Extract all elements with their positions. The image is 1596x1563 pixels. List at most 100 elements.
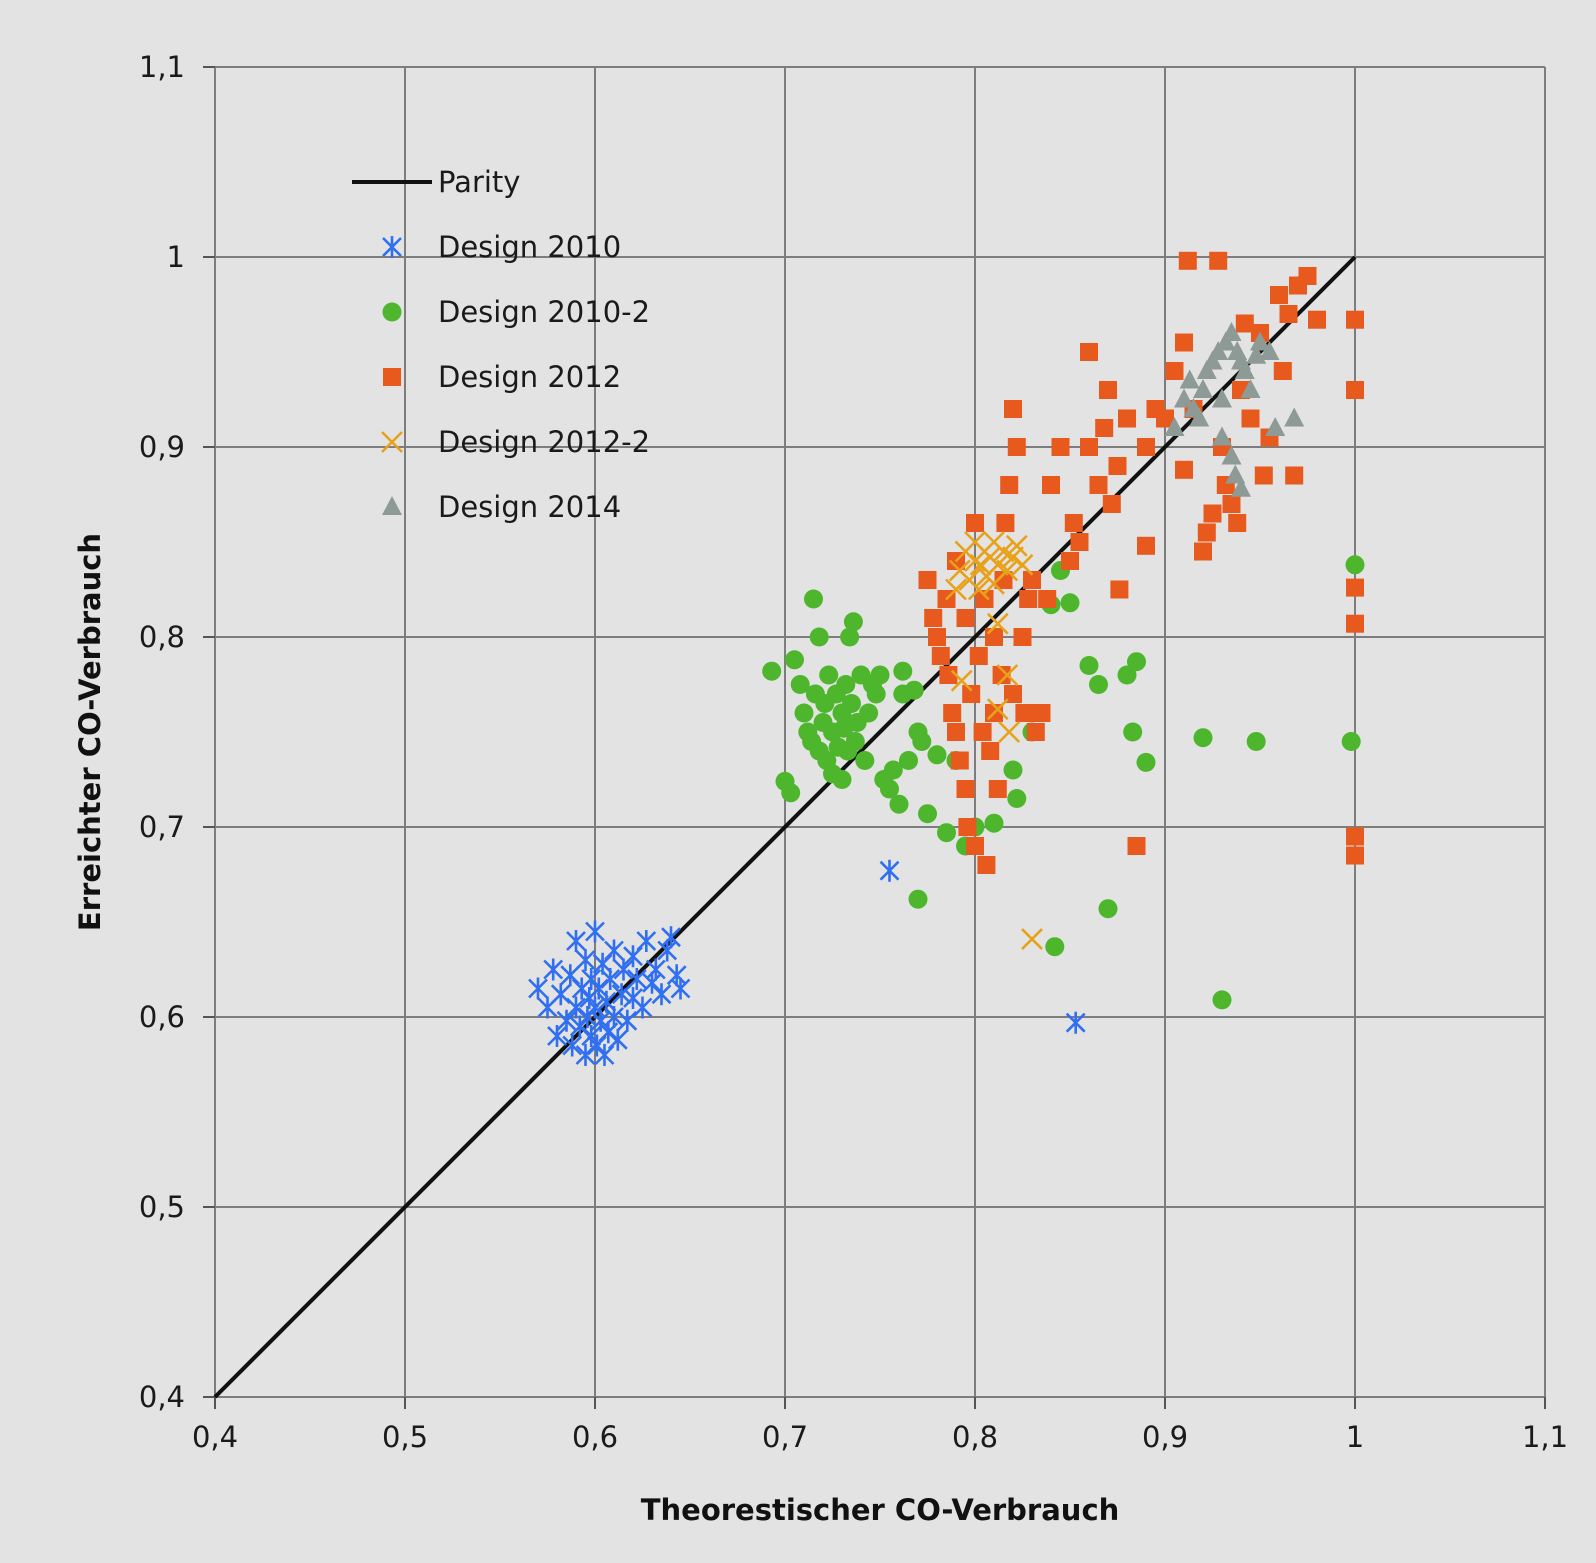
data-point [879,859,900,882]
data-point [966,837,984,855]
data-point [1045,937,1065,957]
data-point [645,958,666,981]
x-axis-title: Theorestischer CO-Verbrauch [641,1493,1120,1527]
data-point [632,996,653,1019]
data-point [1000,476,1019,494]
legend-label: Design 2010-2 [438,295,650,329]
data-point [1137,536,1155,555]
data-point [1285,466,1304,485]
data-point [1259,341,1280,360]
data-point [866,684,886,704]
data-point [1005,534,1028,557]
data-point [1265,417,1286,436]
data-point [855,751,875,770]
legend: Parity Design 2010 Design 2010-2 Design 201… [352,165,650,524]
data-point [988,780,1007,798]
data-point [1212,990,1232,1010]
data-point [1346,827,1364,846]
data-point [1209,251,1228,270]
data-point [832,770,852,789]
data-point [1061,552,1079,570]
data-point [992,540,1015,563]
data-point [604,939,624,962]
data-point [1250,331,1270,351]
data-point [986,553,1009,576]
data-point [1346,578,1364,597]
data-point [1098,899,1118,919]
x-tick-label: 1,1 [1522,1420,1568,1454]
data-point [1007,789,1027,808]
data-point [904,680,924,700]
data-point [843,612,863,632]
data-point [984,813,1004,833]
data-point [1026,723,1045,741]
data-point [966,514,984,532]
data-point [790,675,810,694]
data-point [1013,628,1032,646]
data-point [1127,652,1146,672]
data-point [804,589,823,609]
data-point [977,856,996,874]
legend-swatch [383,368,401,386]
data-point [956,609,975,627]
series-design-2010 [528,859,1086,1066]
data-point [950,669,973,692]
data-point [918,571,937,589]
y-tick-label: 0,7 [139,810,185,844]
data-point [1102,495,1121,513]
data-point [1221,445,1242,465]
data-point [1246,732,1266,751]
data-point [661,926,681,949]
data-point [1222,495,1241,513]
data-point [1178,251,1197,270]
data-point [1193,379,1213,398]
data-point [1193,728,1213,748]
data-point [577,1006,598,1028]
data-point [996,559,1019,582]
data-point [762,661,782,681]
x-tick-label: 0,9 [1142,1420,1188,1454]
data-point [985,628,1003,646]
data-point [1015,704,1034,722]
data-point [908,889,928,909]
data-point [918,804,937,824]
data-point [562,1034,583,1057]
data-point [781,783,801,803]
data-point [1346,381,1364,399]
data-point [1270,286,1288,304]
data-point [1346,614,1364,633]
gridlines [203,66,1546,1409]
data-point [927,745,947,765]
data-point [943,704,962,722]
data-point [1346,846,1364,865]
x-tick-label: 0,8 [952,1420,998,1454]
y-axis-title: Erreichter CO-Verbrauch [73,533,107,931]
data-point [945,578,967,601]
data-point [1165,362,1184,380]
data-point [1019,590,1038,608]
data-point [1080,438,1098,456]
data-point [1136,752,1156,772]
legend-label: Design 2010 [438,230,621,264]
data-point [1070,533,1089,551]
data-point [1007,438,1026,456]
data-point [840,627,860,647]
data-point [1095,419,1114,437]
data-point [585,920,605,943]
data-point [1179,369,1200,389]
data-point [560,964,581,987]
data-point [569,1015,590,1038]
parity-line-group [213,255,1357,1399]
data-point [613,958,634,981]
data-point [1174,388,1194,408]
data-point [1221,322,1242,341]
series-design-2012 [918,251,1364,874]
data-point [1127,837,1146,855]
y-tick-label: 1 [167,240,185,274]
data-point [1108,457,1127,475]
data-point [626,968,647,990]
data-point [1345,555,1365,575]
data-point [1346,310,1364,329]
data-point [1002,546,1024,569]
